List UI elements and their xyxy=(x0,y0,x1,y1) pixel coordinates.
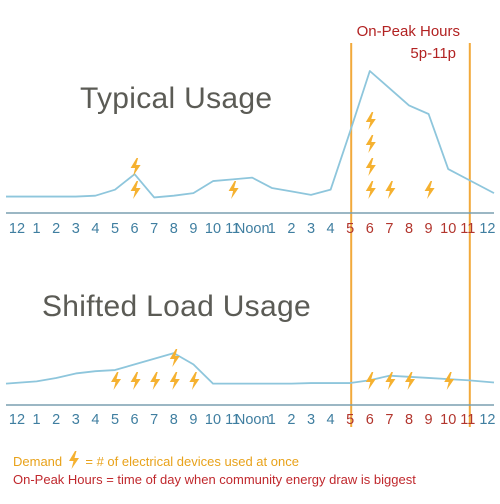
typical-tick-label: Noon xyxy=(235,221,270,237)
shifted-tick-label: Noon xyxy=(235,412,270,428)
typical-demand-bolt-icon xyxy=(365,181,376,199)
shifted-tick-label: 2 xyxy=(287,412,295,428)
typical-tick-label: 8 xyxy=(170,221,178,237)
shifted-tick-label: 2 xyxy=(52,412,60,428)
shifted-tick-label: 8 xyxy=(405,412,413,428)
shifted-tick-label: 5 xyxy=(111,412,119,428)
shifted-tick-label: 4 xyxy=(91,412,99,428)
typical-demand-bolt-icon xyxy=(365,112,376,130)
on-peak-hours-label: On-Peak Hours xyxy=(356,23,460,40)
typical-demand-bolt-icon xyxy=(130,181,141,199)
shifted-demand-bolt-icon xyxy=(189,372,200,390)
shifted-demand-bolt-icon xyxy=(385,372,396,390)
typical-tick-label: 5 xyxy=(346,221,354,237)
typical-tick-label: 4 xyxy=(91,221,99,237)
shifted-demand-bolt-icon xyxy=(111,372,121,390)
shifted-demand-bolt-icon xyxy=(130,372,141,390)
shifted-usage-line xyxy=(5,352,495,385)
shifted-tick-label: 11 xyxy=(460,412,475,428)
shifted-tick-label: 3 xyxy=(72,412,80,428)
typical-demand-bolt-icon xyxy=(130,158,141,176)
typical-tick-label: 10 xyxy=(440,221,456,237)
typical-tick-label: 12 xyxy=(9,221,25,237)
legend-demand: Demand = # of electrical devices used at… xyxy=(13,451,299,469)
shifted-demand-bolt-icon xyxy=(150,372,161,390)
typical-tick-label: 9 xyxy=(189,221,197,237)
typical-tick-label: 5 xyxy=(111,221,119,237)
typical-tick-label: 7 xyxy=(385,221,393,237)
shifted-tick-label: 7 xyxy=(385,412,393,428)
typical-tick-label: 1 xyxy=(33,221,41,237)
typical-usage-line xyxy=(6,70,495,199)
legend-on-peak: On-Peak Hours = time of day when communi… xyxy=(13,472,416,487)
chart-title-shifted-load-usage: Shifted Load Usage xyxy=(42,290,311,323)
shifted-tick-label: 6 xyxy=(131,412,139,428)
shifted-tick-label: 9 xyxy=(425,412,433,428)
typical-tick-label: 6 xyxy=(131,221,139,237)
typical-tick-label: 10 xyxy=(205,221,221,237)
shifted-tick-label: 1 xyxy=(33,412,41,428)
typical-tick-label: 3 xyxy=(307,221,315,237)
typical-tick-label: 11 xyxy=(460,221,475,237)
shifted-demand-bolt-icon xyxy=(365,372,376,390)
typical-tick-label: 4 xyxy=(327,221,335,237)
lightning-bolt-icon xyxy=(68,451,79,469)
typical-tick-label: 12 xyxy=(479,221,495,237)
typical-tick-label: 8 xyxy=(405,221,413,237)
typical-tick-label: 9 xyxy=(425,221,433,237)
on-peak-range-label: 5p-11p xyxy=(410,45,456,62)
typical-demand-bolt-icon xyxy=(228,181,239,199)
shifted-tick-label: 7 xyxy=(150,412,158,428)
legend-demand-prefix: Demand xyxy=(13,454,63,469)
shifted-tick-label: 6 xyxy=(366,412,374,428)
typical-tick-label: 3 xyxy=(72,221,80,237)
typical-tick-label: 2 xyxy=(52,221,60,237)
shifted-demand-bolt-icon xyxy=(169,349,180,367)
typical-demand-bolt-icon xyxy=(385,181,396,199)
typical-tick-label: 7 xyxy=(150,221,158,237)
shifted-tick-label: 9 xyxy=(189,412,197,428)
typical-demand-bolt-icon xyxy=(424,181,435,199)
typical-demand-bolt-icon xyxy=(365,158,376,176)
typical-tick-label: 6 xyxy=(366,221,374,237)
legend-demand-suffix: = # of electrical devices used at once xyxy=(85,454,299,469)
typical-tick-label: 1 xyxy=(268,221,276,237)
shifted-tick-label: 12 xyxy=(479,412,495,428)
shifted-tick-label: 12 xyxy=(9,412,25,428)
shifted-tick-label: 5 xyxy=(346,412,354,428)
shifted-tick-label: 1 xyxy=(268,412,276,428)
typical-tick-label: 2 xyxy=(287,221,295,237)
shifted-tick-label: 10 xyxy=(205,412,221,428)
chart-title-typical-usage: Typical Usage xyxy=(80,82,273,115)
shifted-tick-label: 10 xyxy=(440,412,456,428)
shifted-tick-label: 8 xyxy=(170,412,178,428)
typical-demand-bolt-icon xyxy=(365,135,376,153)
shifted-demand-bolt-icon xyxy=(169,372,180,390)
shifted-tick-label: 4 xyxy=(327,412,335,428)
shifted-demand-bolt-icon xyxy=(405,372,415,390)
shifted-demand-bolt-icon xyxy=(444,372,455,390)
shifted-tick-label: 11 xyxy=(225,412,240,428)
typical-tick-label: 11 xyxy=(225,221,240,237)
shifted-tick-label: 3 xyxy=(307,412,315,428)
